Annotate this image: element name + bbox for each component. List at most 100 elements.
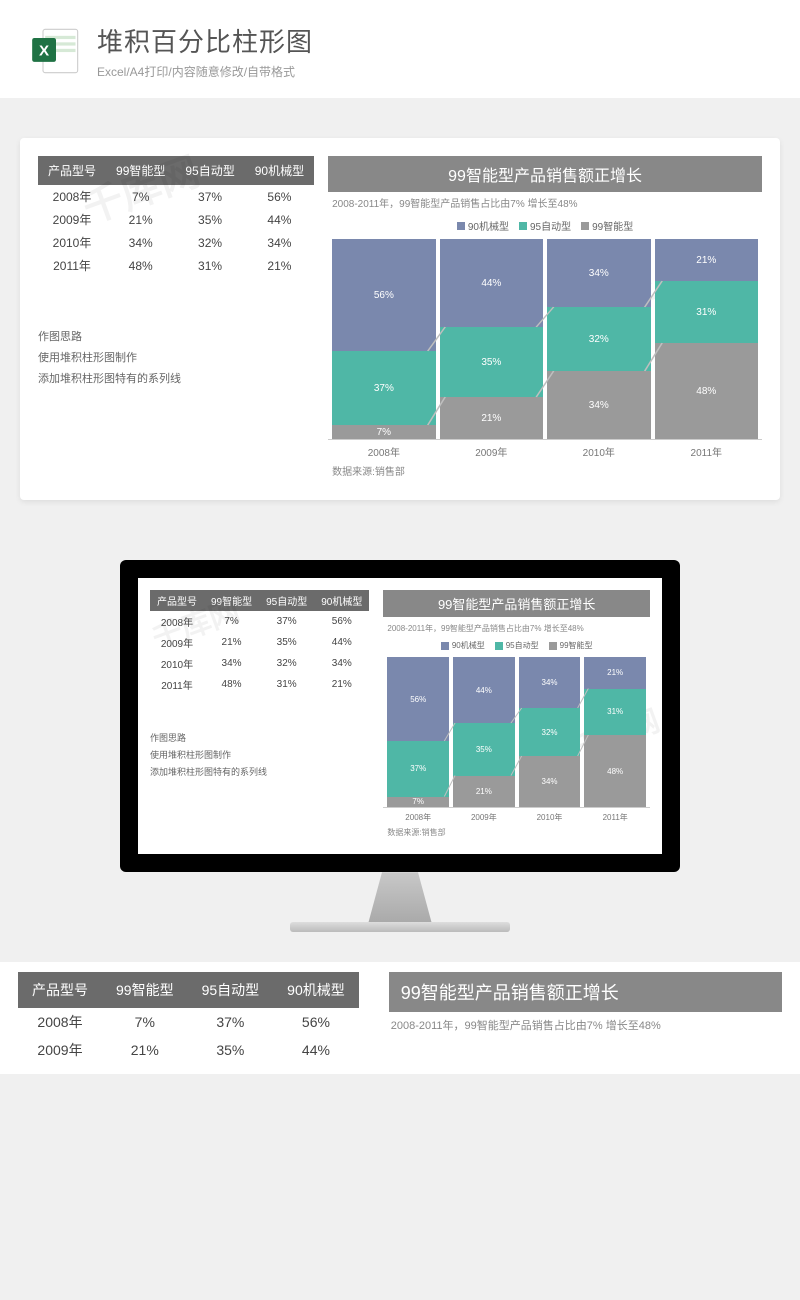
- bar-segment: 35%: [440, 327, 543, 397]
- bar-segment: 37%: [387, 741, 449, 797]
- table-cell: 34%: [106, 231, 175, 254]
- bar-column: 34%32%34%: [519, 657, 581, 807]
- chart-legend: 90机械型 95自动型 99智能型: [328, 216, 762, 239]
- notes-block: 作图思路 使用堆积柱形图制作 添加堆积柱形图特有的系列线: [38, 327, 314, 390]
- chart-container: 99智能型产品销售额正增长2008-2011年，99智能型产品销售占比由7% 增…: [328, 156, 762, 482]
- chart-source: 数据来源:销售部: [383, 823, 650, 842]
- table-cell: 7%: [102, 1008, 188, 1036]
- bar-segment: 7%: [387, 797, 449, 808]
- table-header-cell: 产品型号: [18, 972, 102, 1008]
- table-cell: 44%: [314, 632, 369, 653]
- data-table: 产品型号99智能型95自动型90机械型 2008年7%37%56%2009年21…: [18, 972, 359, 1064]
- table-cell: 2008年: [150, 611, 204, 632]
- bar-segment: 34%: [547, 239, 650, 307]
- bar-segment: 37%: [332, 351, 435, 425]
- bar-segment: 32%: [519, 708, 581, 756]
- chart-xaxis: 2008年2009年2010年2011年: [328, 439, 762, 459]
- table-header-cell: 产品型号: [150, 590, 204, 611]
- table-cell: 32%: [259, 653, 314, 674]
- table-cell: 34%: [314, 653, 369, 674]
- table-row: 2009年21%35%44%: [38, 208, 314, 231]
- table-cell: 37%: [259, 611, 314, 632]
- table-header-cell: 95自动型: [188, 972, 274, 1008]
- bar-segment: 34%: [519, 756, 581, 807]
- table-cell: 21%: [204, 632, 259, 653]
- xaxis-label: 2008年: [387, 812, 449, 823]
- table-row: 2011年48%31%21%: [38, 254, 314, 277]
- page-header: X 堆积百分比柱形图 Excel/A4打印/内容随意修改/自带格式: [0, 0, 800, 98]
- bar-column: 21%31%48%: [655, 239, 758, 439]
- table-cell: 44%: [245, 208, 314, 231]
- legend-item: 90机械型: [441, 640, 485, 651]
- xaxis-label: 2011年: [655, 444, 758, 459]
- notes-line: 添加堆积柱形图特有的系列线: [38, 369, 314, 390]
- legend-swatch: [581, 222, 589, 230]
- bar-segment: 21%: [655, 239, 758, 281]
- chart-legend: 90机械型 95自动型 99智能型: [383, 638, 650, 657]
- bar-segment: 56%: [387, 657, 449, 741]
- table-cell: 56%: [314, 611, 369, 632]
- legend-item: 99智能型: [581, 218, 633, 233]
- table-cell: 31%: [175, 254, 244, 277]
- legend-label: 95自动型: [506, 640, 539, 651]
- bar-segment: 7%: [332, 425, 435, 439]
- table-row: 2009年21%35%44%: [150, 632, 369, 653]
- notes-line: 使用堆积柱形图制作: [38, 348, 314, 369]
- table-cell: 48%: [106, 254, 175, 277]
- table-row: 2009年21%35%44%: [18, 1036, 359, 1064]
- bar-segment: 31%: [655, 281, 758, 343]
- table-cell: 2010年: [38, 231, 106, 254]
- xaxis-label: 2011年: [584, 812, 646, 823]
- table-cell: 21%: [245, 254, 314, 277]
- xaxis-label: 2010年: [519, 812, 581, 823]
- legend-label: 90机械型: [468, 218, 509, 233]
- legend-label: 99智能型: [592, 218, 633, 233]
- table-cell: 2008年: [18, 1008, 102, 1036]
- table-header-row: 产品型号99智能型95自动型90机械型: [18, 972, 359, 1008]
- chart-xaxis: 2008年 2009年 2010年2011年: [383, 807, 650, 823]
- table-cell: 56%: [273, 1008, 359, 1036]
- table-cell: 56%: [245, 185, 314, 208]
- table-cell: 34%: [204, 653, 259, 674]
- table-cell: 2011年: [150, 674, 204, 695]
- table-cell: 21%: [102, 1036, 188, 1064]
- legend-item: 95自动型: [519, 218, 571, 233]
- data-table: 产品型号99智能型95自动型90机械型 2008年7%37%56%2009年21…: [38, 156, 314, 277]
- table-row: 2010年34%32%34%: [38, 231, 314, 254]
- chart-title: 99智能型产品销售额正增长: [383, 590, 650, 617]
- table-cell: 31%: [259, 674, 314, 695]
- table-header-cell: 产品型号: [38, 156, 106, 185]
- table-header-cell: 90机械型: [245, 156, 314, 185]
- bar-segment: 31%: [584, 689, 646, 736]
- bar-segment: 56%: [332, 239, 435, 351]
- table-row: 2008年7%37%56%: [38, 185, 314, 208]
- excel-icon: X: [30, 25, 82, 77]
- table-cell: 35%: [188, 1036, 274, 1064]
- bar-segment: 34%: [547, 371, 650, 439]
- chart-container: 99智能型产品销售额正增长2008-2011年，99智能型产品销售占比由7% 增…: [383, 590, 650, 842]
- table-body: 2008年7%37%56%2009年21%35%44%: [18, 1008, 359, 1064]
- table-cell: 37%: [188, 1008, 274, 1036]
- table-header-cell: 90机械型: [273, 972, 359, 1008]
- table-cell: 2008年: [38, 185, 106, 208]
- table-cell: 2010年: [150, 653, 204, 674]
- bar-segment: 21%: [453, 776, 515, 808]
- notes-heading: 作图思路: [38, 327, 314, 348]
- bottom-strip: 产品型号99智能型95自动型90机械型 2008年7%37%56%2009年21…: [0, 962, 800, 1074]
- table-header-cell: 90机械型: [314, 590, 369, 611]
- table-header-row: 产品型号99智能型95自动型90机械型: [38, 156, 314, 185]
- legend-item: 99智能型: [549, 640, 593, 651]
- page-subtitle: Excel/A4打印/内容随意修改/自带格式: [97, 63, 313, 80]
- legend-swatch: [441, 642, 449, 650]
- table-cell: 35%: [175, 208, 244, 231]
- chart-bars: 56%37%7%44%35%21%34%32%34%21%31%48%: [383, 657, 650, 807]
- xaxis-label: 2009年: [453, 812, 515, 823]
- table-cell: 7%: [204, 611, 259, 632]
- page-title: 堆积百分比柱形图: [97, 22, 313, 59]
- notes-block: 作图思路 使用堆积柱形图制作 添加堆积柱形图特有的系列线: [150, 730, 369, 781]
- legend-item: 95自动型: [495, 640, 539, 651]
- bar-segment: 44%: [440, 239, 543, 327]
- table-cell: 34%: [245, 231, 314, 254]
- legend-label: 90机械型: [452, 640, 485, 651]
- table-cell: 48%: [204, 674, 259, 695]
